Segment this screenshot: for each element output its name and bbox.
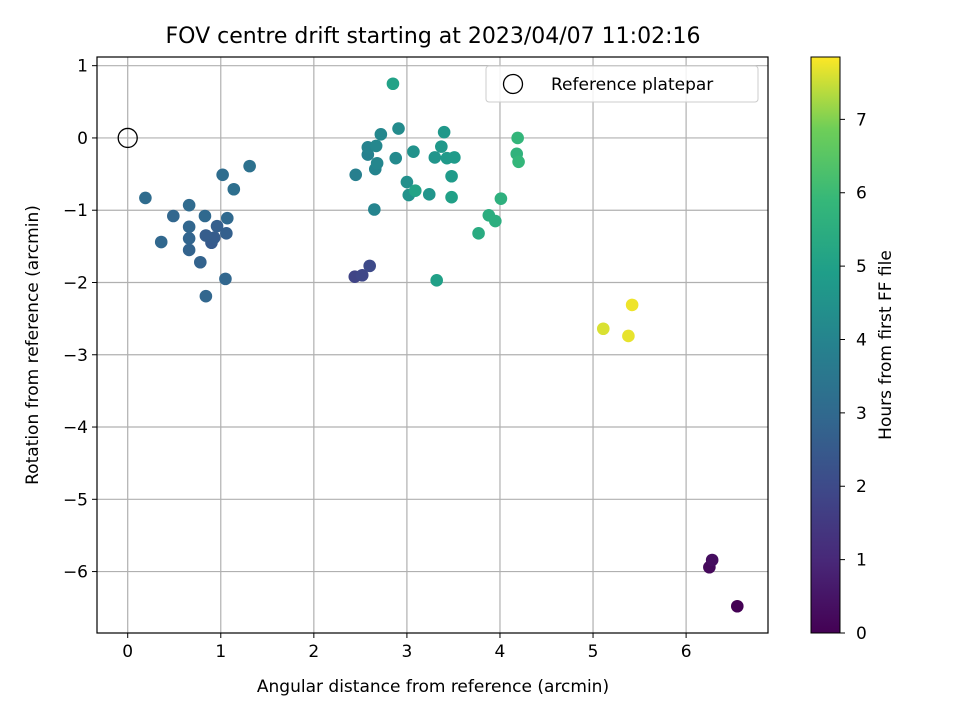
colorbar-tick-label: 5 <box>856 257 867 277</box>
data-point <box>408 184 422 198</box>
y-tick-label: −1 <box>63 201 88 221</box>
data-point <box>512 155 525 169</box>
colorbar-tick-label: 4 <box>856 330 867 350</box>
y-axis-ticks: 1 0 −1 −2 −3 −4 −5 −6 <box>63 57 97 583</box>
data-point <box>199 289 213 303</box>
y-tick-label: −5 <box>63 490 88 510</box>
data-point <box>139 191 152 205</box>
plot-frame <box>96 56 769 634</box>
data-point <box>349 168 363 182</box>
data-point <box>182 232 196 245</box>
y-tick-label: −3 <box>63 346 88 366</box>
chart-title: FOV centre drift starting at 2023/04/07 … <box>166 24 701 49</box>
data-point <box>428 151 442 164</box>
y-tick-label: 1 <box>77 57 88 77</box>
data-point <box>370 156 384 170</box>
colorbar-tick-label: 0 <box>856 624 867 644</box>
colorbar-tick-label: 6 <box>856 184 867 204</box>
reference-point <box>117 127 138 149</box>
data-point <box>369 139 383 153</box>
data-point <box>220 211 234 225</box>
reference-marker <box>117 127 138 149</box>
data-point <box>194 255 207 269</box>
x-axis-ticks: 0 1 2 3 4 5 6 <box>122 633 692 662</box>
legend-label: Reference platepar <box>551 75 713 95</box>
data-point <box>472 227 485 240</box>
legend-box: Reference platepar <box>485 65 759 103</box>
colorbar-tick-label: 7 <box>856 110 867 130</box>
y-tick-label: −6 <box>63 563 88 583</box>
data-point <box>705 553 719 567</box>
data-point <box>511 131 524 145</box>
data-point <box>430 274 443 287</box>
colorbar-ticks: 0 1 2 3 4 5 6 7 <box>840 110 867 644</box>
data-point <box>596 322 610 336</box>
data-point <box>422 188 436 201</box>
data-point <box>227 182 241 196</box>
data-point <box>154 235 168 249</box>
data-point <box>489 214 502 228</box>
data-point <box>386 77 400 91</box>
data-point <box>199 229 213 242</box>
y-tick-label: −4 <box>63 418 88 438</box>
data-point <box>389 151 403 165</box>
colorbar <box>810 56 841 634</box>
legend-reference-marker <box>502 73 524 95</box>
x-tick-label: 3 <box>401 642 412 662</box>
data-point <box>730 599 744 613</box>
data-point <box>374 128 388 141</box>
x-tick-label: 1 <box>215 642 226 662</box>
data-point <box>167 209 180 223</box>
data-point <box>182 198 196 212</box>
data-point <box>494 192 508 205</box>
y-axis-label: Rotation from reference (arcmin) <box>23 205 43 485</box>
data-point <box>622 329 635 343</box>
data-point <box>445 190 458 204</box>
data-point <box>220 227 233 240</box>
colorbar-tick-label: 2 <box>856 477 867 497</box>
data-point <box>216 168 229 182</box>
data-point <box>355 268 369 282</box>
data-points <box>139 77 744 613</box>
grid <box>97 57 768 633</box>
data-point <box>243 159 256 173</box>
data-point <box>400 175 414 189</box>
data-point <box>435 140 448 153</box>
y-tick-label: −2 <box>63 273 88 293</box>
x-tick-label: 0 <box>122 642 133 662</box>
data-point <box>182 220 196 234</box>
x-axis-label: Angular distance from reference (arcmin) <box>257 677 609 697</box>
x-tick-label: 4 <box>495 642 506 662</box>
data-point <box>407 145 420 158</box>
data-point <box>392 122 405 135</box>
data-point <box>445 169 458 183</box>
data-point <box>210 219 224 233</box>
data-point <box>198 209 212 223</box>
data-point <box>363 259 376 273</box>
data-point <box>437 125 451 139</box>
data-point <box>219 272 232 286</box>
colorbar-tick-label: 1 <box>856 551 867 571</box>
colorbar-label: Hours from first FF file <box>876 250 896 440</box>
data-point <box>368 203 381 216</box>
x-tick-label: 5 <box>588 642 599 662</box>
data-point <box>625 298 639 312</box>
data-point <box>448 151 461 164</box>
x-tick-label: 2 <box>308 642 319 662</box>
data-point <box>182 243 196 257</box>
colorbar-tick-label: 3 <box>856 404 867 424</box>
x-tick-label: 6 <box>681 642 692 662</box>
y-tick-label: 0 <box>77 129 88 149</box>
